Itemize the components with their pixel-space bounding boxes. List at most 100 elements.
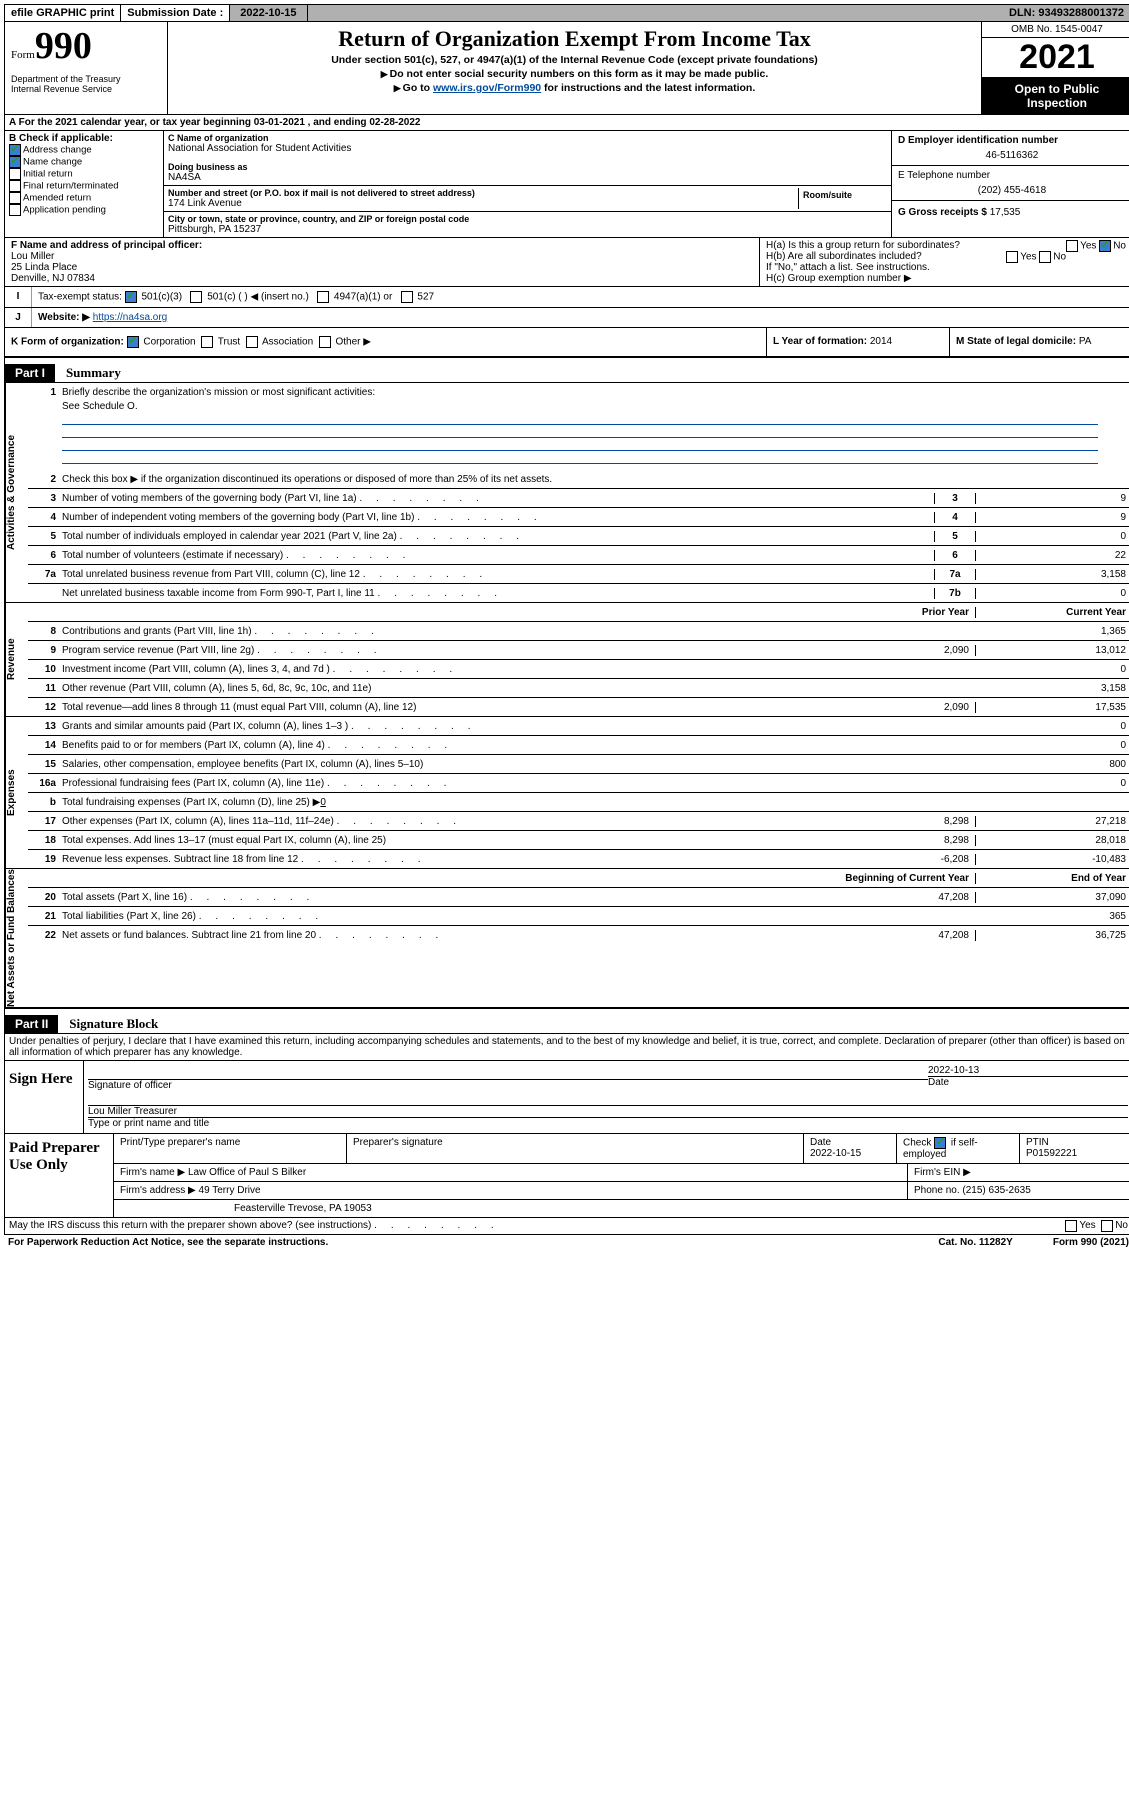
klm-row: K Form of organization: Corporation Trus… — [4, 328, 1129, 357]
part-i-header: Part I — [5, 364, 55, 382]
submission-date: 2022-10-15 — [230, 5, 307, 21]
cb-501c3[interactable] — [125, 291, 137, 303]
prep-self-emp: Check if self-employed — [897, 1134, 1020, 1163]
col-prior: Prior Year — [819, 607, 976, 618]
cb-final-return[interactable]: Final return/terminated — [9, 180, 159, 192]
sig-officer-lbl: Signature of officer — [88, 1080, 928, 1091]
cb-other[interactable] — [319, 336, 331, 348]
mission-line-2 — [62, 425, 1098, 438]
dba-name: NA4SA — [168, 172, 887, 183]
col-end: End of Year — [976, 873, 1129, 884]
ein: 46-5116362 — [898, 150, 1126, 161]
line-4: Number of independent voting members of … — [60, 510, 934, 525]
val-6: 22 — [976, 550, 1129, 561]
line-13: Grants and similar amounts paid (Part IX… — [60, 719, 819, 734]
val-3: 9 — [976, 493, 1129, 504]
section-netassets: Net Assets or Fund Balances Beginning of… — [4, 869, 1129, 1008]
val-7b: 0 — [976, 588, 1129, 599]
col-b-checkboxes: B Check if applicable: Address change Na… — [5, 131, 164, 237]
firm-name: Law Office of Paul S Bilker — [188, 1167, 306, 1178]
cb-trust[interactable] — [201, 336, 213, 348]
line-1: Briefly describe the organization's miss… — [60, 385, 1129, 400]
cb-amended-return[interactable]: Amended return — [9, 192, 159, 204]
f-lbl: F Name and address of principal officer: — [11, 240, 753, 251]
cb-discuss-no[interactable] — [1101, 1220, 1113, 1232]
org-name: National Association for Student Activit… — [168, 143, 887, 154]
mission-line-4 — [62, 451, 1098, 464]
line-6: Total number of volunteers (estimate if … — [60, 548, 934, 563]
perjury-statement: Under penalties of perjury, I declare th… — [4, 1034, 1129, 1061]
line-16a: Professional fundraising fees (Part IX, … — [60, 776, 819, 791]
val-5: 0 — [976, 531, 1129, 542]
street-lbl: Number and street (or P.O. box if mail i… — [168, 188, 798, 198]
part-ii-header: Part II — [5, 1015, 58, 1033]
line-3: Number of voting members of the governin… — [60, 491, 934, 506]
line-19: Revenue less expenses. Subtract line 18 … — [60, 852, 819, 867]
cb-corp[interactable] — [127, 336, 139, 348]
f-officer: F Name and address of principal officer:… — [5, 238, 760, 286]
cb-initial-return[interactable]: Initial return — [9, 168, 159, 180]
cb-application-pending[interactable]: Application pending — [9, 204, 159, 216]
ptin-lbl: PTIN — [1026, 1137, 1049, 1148]
line-2: Check this box ▶ if the organization dis… — [60, 472, 1129, 487]
sign-here-block: Sign Here Signature of officer 2022-10-1… — [4, 1061, 1129, 1134]
dept-treasury: Department of the Treasury Internal Reve… — [11, 74, 161, 94]
j-website: J Website: ▶ https://na4sa.org — [4, 308, 1129, 328]
i-lbl: Tax-exempt status: — [38, 292, 122, 303]
f-addr1: 25 Linda Place — [11, 262, 753, 273]
ptin: P01592221 — [1026, 1148, 1077, 1159]
c-name-lbl: C Name of organization — [168, 133, 887, 143]
d-ein-lbl: D Employer identification number — [898, 135, 1126, 146]
line-1-val: See Schedule O. — [28, 401, 1129, 412]
cb-4947[interactable] — [317, 291, 329, 303]
discuss-text: May the IRS discuss this return with the… — [9, 1220, 494, 1232]
tax-year: 2021 — [982, 38, 1129, 77]
prep-phone: (215) 635-2635 — [962, 1185, 1030, 1196]
public-inspection: Open to Public Inspection — [982, 77, 1129, 114]
h-b: H(b) Are all subordinates included? — [766, 251, 922, 262]
line-11: Other revenue (Part VIII, column (A), li… — [60, 681, 819, 696]
line-15: Salaries, other compensation, employee b… — [60, 757, 819, 772]
part-i-title: Summary — [58, 365, 121, 380]
cb-discuss-yes[interactable] — [1065, 1220, 1077, 1232]
form-footer: Form 990 (2021) — [1053, 1237, 1129, 1248]
prep-col-sig: Preparer's signature — [347, 1134, 804, 1163]
firm-addr-lbl: Firm's address ▶ — [120, 1185, 196, 1196]
subtitle-1: Under section 501(c), 527, or 4947(a)(1)… — [172, 54, 977, 66]
mission-line-1 — [62, 412, 1098, 425]
line-7a: Total unrelated business revenue from Pa… — [60, 567, 934, 582]
cb-name-change[interactable]: Name change — [9, 156, 159, 168]
phone: (202) 455-4618 — [898, 185, 1126, 196]
cb-address-change[interactable]: Address change — [9, 144, 159, 156]
dba-lbl: Doing business as — [168, 162, 887, 172]
paid-preparer-block: Paid Preparer Use Only Print/Type prepar… — [4, 1134, 1129, 1218]
j-lbl: Website: ▶ — [38, 312, 90, 323]
i-tax-status: I Tax-exempt status: 501(c)(3) 501(c) ( … — [4, 287, 1129, 308]
identity-grid: B Check if applicable: Address change Na… — [4, 131, 1129, 238]
website-link[interactable]: https://na4sa.org — [93, 312, 168, 323]
cb-501c[interactable] — [190, 291, 202, 303]
form-990-label: Form990 — [11, 24, 161, 68]
cb-assoc[interactable] — [246, 336, 258, 348]
g-receipts: 17,535 — [990, 207, 1021, 218]
vlabel-netassets: Net Assets or Fund Balances — [5, 869, 28, 1007]
h-a: H(a) Is this a group return for subordin… — [766, 240, 960, 251]
submission-label: Submission Date : — [121, 5, 230, 21]
cb-527[interactable] — [401, 291, 413, 303]
col-c-org-info: C Name of organization National Associat… — [164, 131, 891, 237]
phone-lbl: Phone no. — [914, 1185, 960, 1196]
efile-label[interactable]: efile GRAPHIC print — [5, 5, 121, 21]
line-9: Program service revenue (Part VIII, line… — [60, 643, 819, 658]
officer-name: Lou Miller Treasurer — [88, 1106, 1128, 1117]
line-20: Total assets (Part X, line 16) — [60, 890, 819, 905]
sig-date: 2022-10-13 — [928, 1065, 1128, 1076]
line-10: Investment income (Part VIII, column (A)… — [60, 662, 819, 677]
line-14: Benefits paid to or for members (Part IX… — [60, 738, 819, 753]
fgh-row: F Name and address of principal officer:… — [4, 238, 1129, 287]
irs-link[interactable]: www.irs.gov/Form990 — [433, 82, 541, 94]
city: Pittsburgh, PA 15237 — [168, 224, 887, 235]
firm-addr2: Feasterville Trevose, PA 19053 — [114, 1200, 1129, 1217]
final-footer: For Paperwork Reduction Act Notice, see … — [4, 1235, 1129, 1250]
sig-date-lbl: Date — [928, 1077, 1128, 1088]
room-lbl: Room/suite — [799, 188, 887, 209]
